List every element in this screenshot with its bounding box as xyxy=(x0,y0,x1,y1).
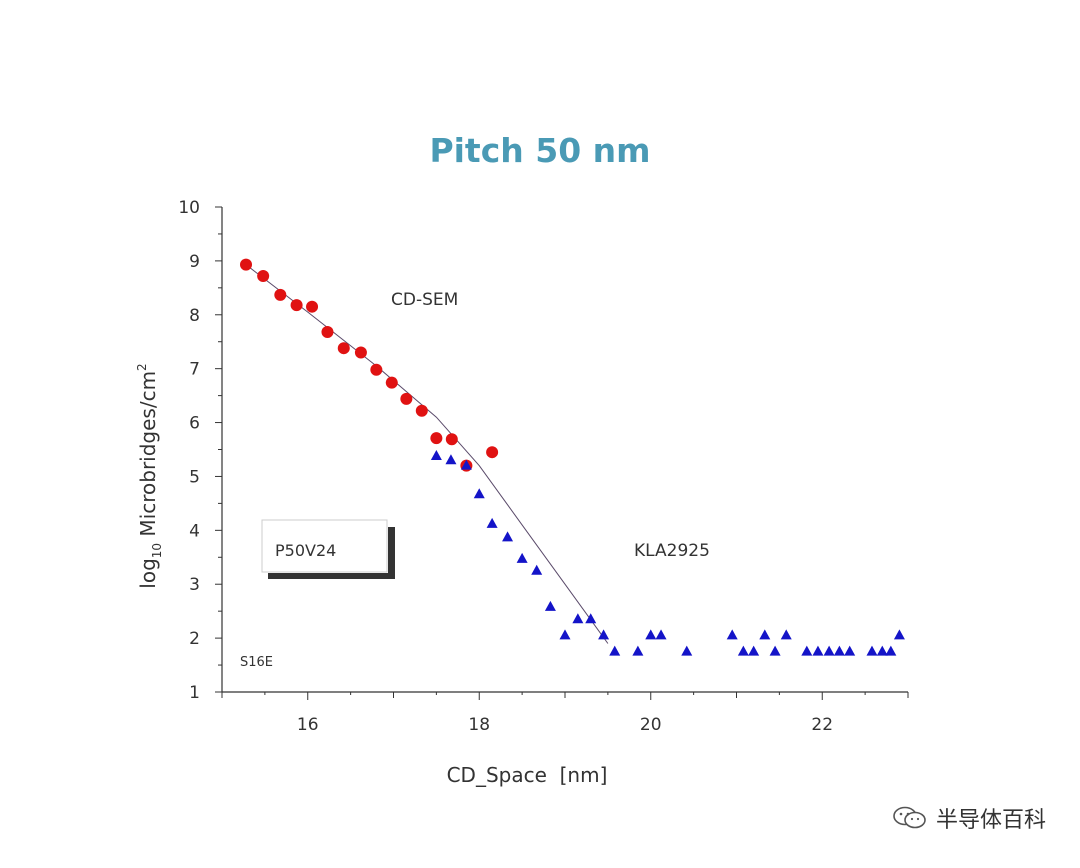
cdsem-point xyxy=(486,446,499,459)
kla-point xyxy=(531,564,543,575)
cdsem-point xyxy=(337,342,350,355)
fit-layer xyxy=(245,264,609,644)
kla-point xyxy=(833,645,845,656)
sample-box xyxy=(261,519,388,573)
watermark-text: 半导体百科 xyxy=(935,808,1046,833)
kla-point xyxy=(737,645,749,656)
cdsem-point xyxy=(274,288,287,301)
kla-point xyxy=(769,645,781,656)
kla-point xyxy=(632,645,644,656)
cdsem-point xyxy=(415,404,428,417)
y-axis-label-main: Microbridges/cm xyxy=(136,371,160,543)
kla-point xyxy=(885,645,897,656)
kla-point xyxy=(486,517,498,528)
y-tick-label: 2 xyxy=(189,629,200,649)
chart-title: Pitch 50 nm xyxy=(429,131,650,170)
fit-line xyxy=(245,264,609,644)
y-axis-label-subscript: 10 xyxy=(150,543,164,558)
kla-point xyxy=(430,449,442,460)
y-tick-label: 1 xyxy=(189,683,200,703)
kla-point xyxy=(748,645,760,656)
y-tick-label: 7 xyxy=(189,360,200,380)
cdsem-point xyxy=(306,300,319,313)
kla-annotation: KLA2925 xyxy=(634,541,710,561)
y-tick-label: 6 xyxy=(189,414,200,434)
kla-point xyxy=(801,645,813,656)
kla-point xyxy=(876,645,888,656)
cdsem-point xyxy=(354,346,367,359)
y-axis-label-prefix: log xyxy=(136,558,160,589)
y-tick-label: 8 xyxy=(189,306,200,326)
wechat-icon xyxy=(893,806,926,829)
y-tick-label: 9 xyxy=(189,252,200,272)
kla-point xyxy=(473,488,485,499)
x-tick-label: 18 xyxy=(468,715,490,735)
kla-point xyxy=(893,629,905,640)
cdsem-point xyxy=(385,376,398,389)
kla-point xyxy=(609,645,621,656)
cdsem-point xyxy=(370,363,383,376)
kla-point xyxy=(812,645,824,656)
kla-point xyxy=(844,645,856,656)
kla-point xyxy=(598,629,610,640)
kla-point xyxy=(726,629,738,640)
kla-point xyxy=(572,613,584,624)
x-tick-label: 20 xyxy=(640,715,662,735)
corner-label: S16E xyxy=(240,655,273,670)
y-axis-label-superscript: 2 xyxy=(135,363,149,371)
x-axis-label: CD_Space [nm] xyxy=(447,763,608,787)
kla-point xyxy=(460,459,472,470)
sample-label: P50V24 xyxy=(275,541,336,560)
x-tick-label: 16 xyxy=(297,715,319,735)
kla-point xyxy=(544,600,556,611)
cdsem-point xyxy=(400,392,413,405)
watermark: 半导体百科 xyxy=(892,802,1046,834)
kla-point xyxy=(655,629,667,640)
y-tick-label: 5 xyxy=(189,467,200,487)
kla-point xyxy=(445,454,457,465)
kla-point xyxy=(866,645,878,656)
y-tick-label: 4 xyxy=(189,521,200,541)
sample-box-shadow-right xyxy=(388,527,395,579)
cdsem-point xyxy=(257,269,270,282)
kla-point xyxy=(681,645,693,656)
kla-point xyxy=(516,552,528,563)
cdsem-point xyxy=(430,432,443,445)
cdsem-point xyxy=(321,326,334,339)
ticks-layer: 1 2 3 4 5 6 7 8 9 10 16 18 20 22 xyxy=(178,198,909,735)
kla-point xyxy=(559,629,571,640)
kla-point xyxy=(780,629,792,640)
kla-point xyxy=(645,629,657,640)
points-layer xyxy=(240,258,905,656)
y-tick-label: 3 xyxy=(189,575,200,595)
kla-point xyxy=(585,613,597,624)
sample-box-shadow-bottom xyxy=(268,573,395,579)
cdsem-point xyxy=(290,299,303,312)
sample-label-box: P50V24 xyxy=(261,519,395,579)
kla-point xyxy=(823,645,835,656)
y-tick-label: 10 xyxy=(178,198,200,218)
kla-point xyxy=(759,629,771,640)
y-axis-label: log10 Microbridges/cm2 xyxy=(135,363,164,588)
kla-point xyxy=(502,531,514,542)
cdsem-point xyxy=(445,433,458,446)
x-tick-label: 22 xyxy=(811,715,833,735)
cdsem-annotation: CD-SEM xyxy=(391,290,458,310)
cdsem-point xyxy=(240,258,253,271)
